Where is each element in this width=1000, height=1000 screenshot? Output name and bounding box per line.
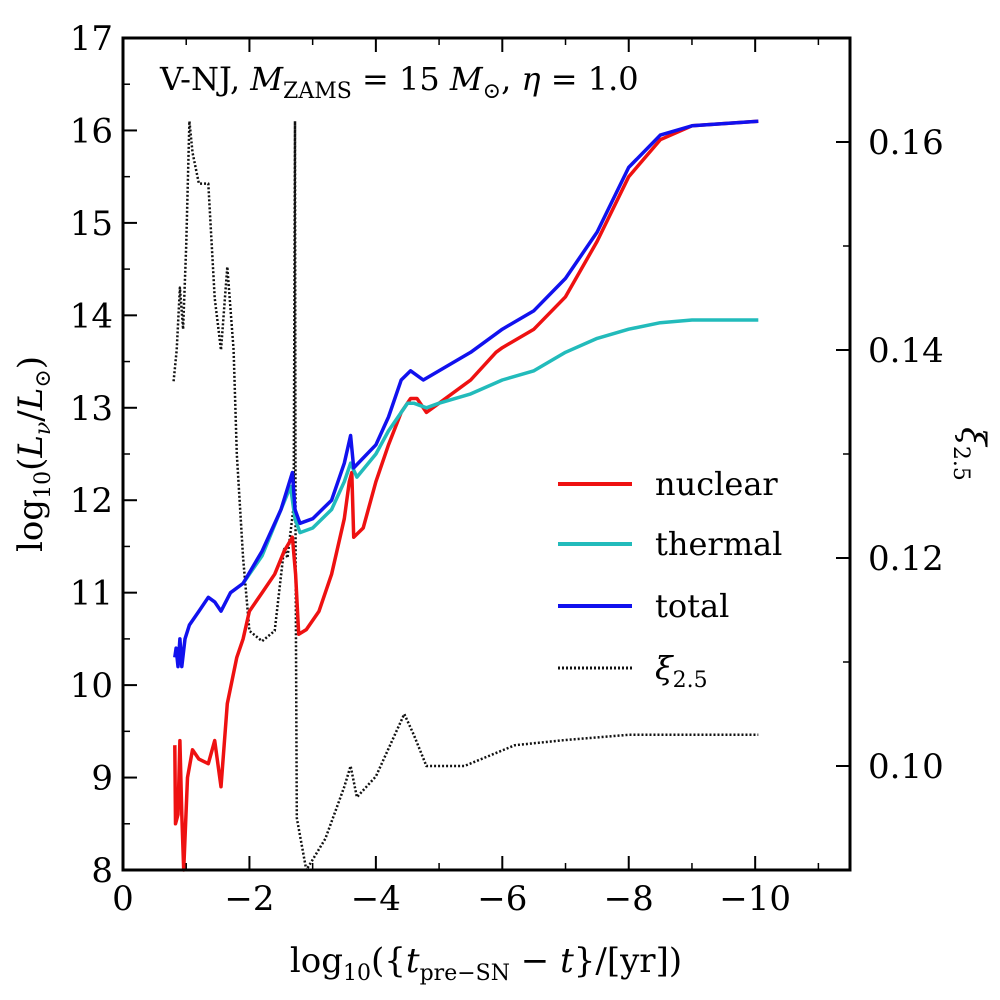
y-tick-label: 10 xyxy=(70,666,113,706)
ticks-layer: 0 −2 −4 −6 −8 −10 8 9 10 11 12 13 14 15 16 17 0.10 0.12 0.… xyxy=(70,19,944,919)
x-tick-label: −2 xyxy=(224,879,274,919)
x-axis-label: log10({tpre−SN − t}/[yr]) xyxy=(290,941,682,986)
y2-tick-label: 0.14 xyxy=(868,331,944,371)
series-nuclear xyxy=(173,119,759,872)
x-tick-label: −6 xyxy=(477,879,527,919)
y2-axis-label: ξ2.5 xyxy=(948,427,993,481)
y-tick-label: 9 xyxy=(91,759,113,799)
legend-label-thermal: thermal xyxy=(655,525,782,563)
x-tick-label: −4 xyxy=(351,879,401,919)
series-thermal xyxy=(241,318,759,585)
y2-tick-label: 0.12 xyxy=(868,539,944,579)
plot-frame xyxy=(121,36,852,872)
x-tick-label: −10 xyxy=(719,879,791,919)
y2-tick-label: 0.16 xyxy=(868,123,944,163)
x-tick-label: −8 xyxy=(604,879,654,919)
legend-label-nuclear: nuclear xyxy=(655,465,778,503)
y-tick-label: 13 xyxy=(70,389,113,429)
y2-tick-label: 0.10 xyxy=(868,747,944,787)
chart-title: V-NJ, MZAMS = 15 M⊙, η = 1.0 xyxy=(159,60,639,104)
series-total xyxy=(173,119,759,669)
legend-label-xi: ξ2.5 xyxy=(655,649,708,693)
y-tick-label: 8 xyxy=(91,851,113,891)
y-axis-label: log10(Lν/L⊙) xyxy=(11,356,56,552)
y-tick-label: 12 xyxy=(70,481,113,521)
series-layer xyxy=(172,119,759,872)
x-tick-label: 0 xyxy=(112,879,134,919)
series-xi_2-5 xyxy=(172,119,759,872)
legend: nuclear thermal total ξ2.5 xyxy=(558,465,782,693)
y-tick-label: 15 xyxy=(70,204,113,244)
y-tick-label: 11 xyxy=(70,574,113,614)
y-tick-label: 14 xyxy=(70,296,113,336)
y-tick-label: 17 xyxy=(70,19,113,59)
y-tick-label: 16 xyxy=(70,111,113,151)
legend-label-total: total xyxy=(655,587,729,625)
